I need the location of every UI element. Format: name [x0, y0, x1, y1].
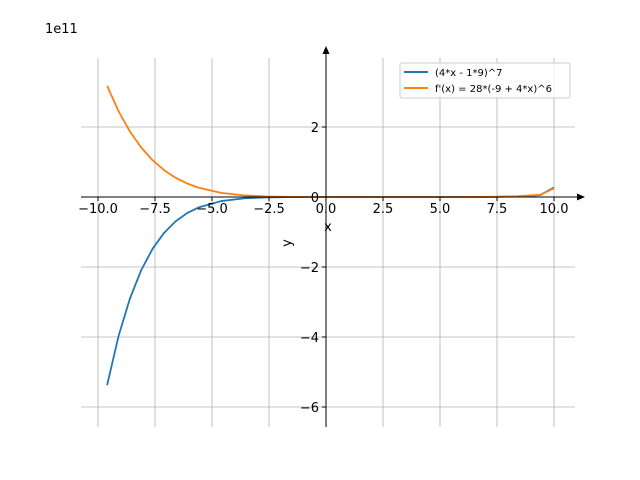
y-tick-label: −2	[300, 261, 319, 276]
x-tick-label: −2.5	[253, 202, 285, 217]
series-lines	[106, 85, 555, 386]
x-tick-label: 2.5	[373, 202, 394, 217]
x-tick-label: 5.0	[430, 202, 451, 217]
x-tick-label: −5.0	[196, 202, 228, 217]
y-axis-arrow	[322, 46, 330, 54]
legend-box	[399, 62, 571, 99]
offset-label: 1e11	[45, 22, 78, 37]
grid	[81, 58, 575, 427]
tick-labels: −10.0 −7.5 −5.0 −2.5 0.0 2.5 5.0 7.5 10.0 −6 −4 −2 0…	[78, 121, 568, 416]
axes	[81, 46, 585, 427]
legend-label-1: f'(x) = 28*(-9 + 4*x)^6	[435, 84, 552, 95]
x-tick-label: 0.0	[316, 202, 337, 217]
series-line-0	[106, 186, 555, 386]
y-tick-label: −4	[300, 331, 319, 346]
series-line-1	[106, 85, 555, 198]
x-tick-label: −7.5	[139, 202, 171, 217]
x-tick-label: 10.0	[540, 202, 569, 217]
legend-label-0: (4*x - 1*9)^7	[435, 68, 503, 79]
x-axis-label: x	[324, 220, 332, 235]
x-tick-label: −10.0	[78, 202, 118, 217]
y-tick-label: 0	[311, 191, 319, 206]
legend: (4*x - 1*9)^7 f'(x) = 28*(-9 + 4*x)^6	[399, 62, 571, 99]
y-tick-label: −6	[300, 401, 319, 416]
x-tick-label: 7.5	[487, 202, 508, 217]
y-tick-label: 2	[311, 121, 319, 136]
x-axis-arrow	[577, 193, 585, 201]
y-axis-label: y	[280, 239, 295, 247]
